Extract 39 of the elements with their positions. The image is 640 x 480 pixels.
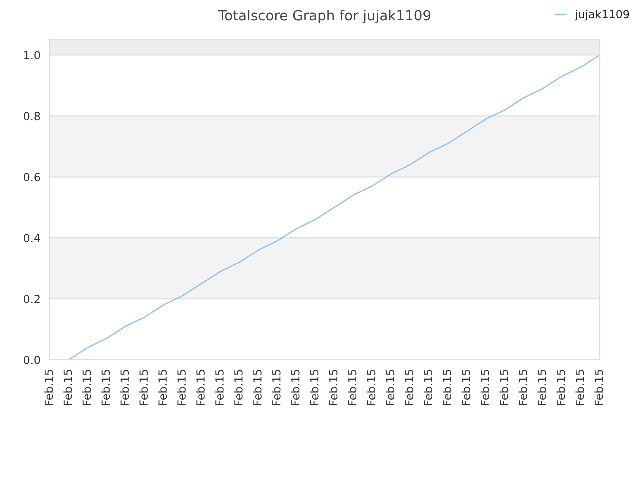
legend-label: jujak1109 (575, 10, 630, 21)
x-tick-label: Feb.15 (348, 370, 357, 406)
y-tick-label: 1.0 (24, 51, 40, 60)
x-tick-label: Feb.15 (518, 370, 528, 406)
x-tick-label: Feb.15 (196, 370, 205, 406)
y-tick-label: 0.0 (24, 356, 40, 364)
y-tick-label: 0.2 (24, 295, 40, 304)
x-tick-label: Feb.15 (272, 370, 281, 406)
x-tick-label: Feb.15 (538, 370, 546, 406)
x-tick-label: Feb.15 (404, 370, 414, 406)
x-tick-label: Feb.15 (329, 370, 338, 406)
x-tick-label: Feb.15 (64, 370, 72, 406)
y-tick-label: 0.8 (24, 112, 40, 121)
x-tick-label: Feb.15 (177, 370, 186, 406)
x-tick-label: Feb.15 (139, 370, 148, 406)
x-tick-label: Feb.15 (215, 370, 224, 406)
x-tick-label: Feb.15 (480, 370, 490, 406)
x-tick-label: Feb.15 (424, 370, 433, 406)
x-tick-label: Feb.15 (386, 370, 395, 406)
x-tick-label: Feb.15 (291, 370, 300, 406)
x-tick-label: Feb.15 (310, 370, 319, 406)
y-tick-label: 0.6 (24, 173, 40, 182)
chart-title: Totalscore Graph for jujak1109 (218, 10, 431, 24)
x-tick-label: Feb.15 (594, 370, 604, 406)
x-tick-label: Feb.15 (234, 370, 243, 406)
x-tick-label: Feb.15 (102, 370, 110, 406)
x-tick-label: Feb.15 (462, 370, 470, 406)
x-tick-label: Feb.15 (120, 370, 130, 406)
x-tick-label: Feb.15 (556, 370, 566, 406)
y-tick-label: 0.4 (24, 234, 40, 242)
line-series (68, 54, 600, 360)
x-tick-label: Feb.15 (253, 370, 262, 406)
x-tick-label: Feb.15 (82, 370, 92, 406)
x-tick-label: Feb.15 (44, 370, 54, 406)
x-tick-label: Feb.15 (576, 370, 584, 406)
x-tick-label: Feb.15 (442, 370, 452, 406)
x-tick-label: Feb.15 (367, 370, 376, 406)
x-tick-label: Feb.15 (500, 370, 508, 406)
x-tick-label: Feb.15 (158, 370, 168, 406)
